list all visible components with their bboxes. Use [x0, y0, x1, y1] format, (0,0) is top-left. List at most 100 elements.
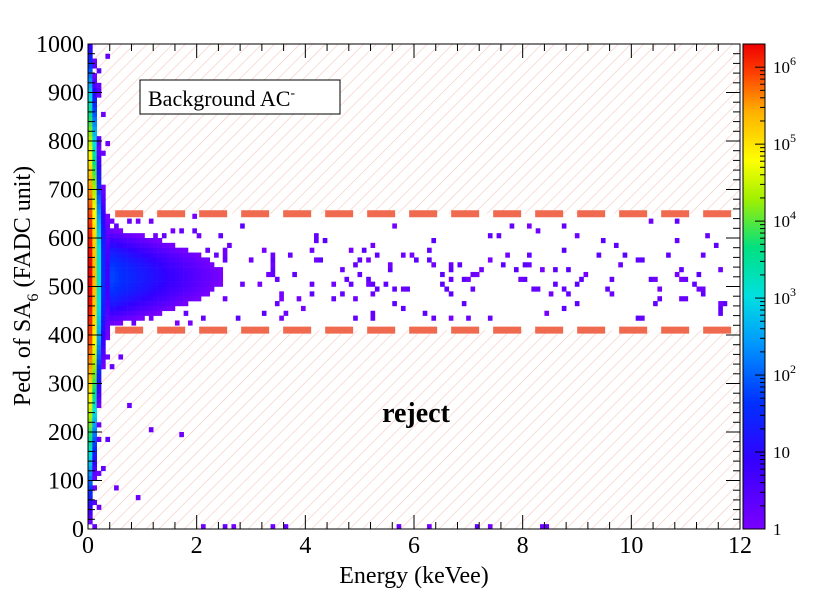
heatmap-cell [135, 238, 141, 244]
heatmap-cell [92, 97, 97, 103]
heatmap-cell [209, 271, 215, 278]
heatmap-cell [679, 267, 684, 273]
heatmap-cell [122, 296, 128, 302]
heatmap-cell [118, 267, 124, 273]
heatmap-cell [187, 267, 193, 273]
heatmap-cell [92, 184, 97, 190]
heatmap-cell [270, 267, 276, 273]
heatmap-cell [183, 301, 189, 307]
heatmap-cell [183, 286, 189, 292]
heatmap-cell [92, 116, 97, 122]
heatmap-cell [101, 233, 106, 239]
heatmap-cell [105, 53, 111, 59]
heatmap-cell [187, 276, 193, 282]
heatmap-cell [257, 281, 263, 287]
heatmap-cell [553, 281, 558, 287]
x-tick-label: 10 [619, 533, 643, 559]
heatmap-cell [179, 291, 184, 297]
heatmap-cell [101, 291, 106, 297]
heatmap-cell [696, 286, 702, 292]
heatmap-cell [122, 271, 128, 278]
heatmap-cell [92, 344, 97, 350]
heatmap-cell [96, 155, 102, 161]
heatmap-cell [92, 238, 97, 244]
heatmap-cell [179, 286, 184, 292]
heatmap-cell [118, 354, 124, 360]
heatmap-cell [122, 262, 128, 268]
heatmap-cell [148, 257, 154, 263]
heatmap-cell [92, 121, 97, 127]
heatmap-cell [101, 189, 106, 195]
heatmap-cell [366, 276, 371, 282]
heatmap-cell [718, 301, 723, 307]
heatmap-cell [101, 325, 106, 331]
heatmap-cell [183, 247, 189, 253]
heatmap-cell [92, 446, 97, 452]
heatmap-cell [118, 305, 124, 312]
heatmap-cell [374, 252, 380, 258]
heatmap-cell [148, 267, 154, 273]
axis-tick-labels: 0 2 4 6 8 10 12 0 100 200 300 400 500 600 700 800 900 100… [36, 32, 752, 559]
heatmap-cell [487, 257, 493, 263]
heatmap-cell [88, 344, 93, 350]
heatmap-cell [92, 320, 97, 326]
heatmap-cell [235, 315, 241, 321]
heatmap-cell [92, 335, 97, 341]
heatmap-cell [92, 267, 97, 273]
heatmap-cell [92, 213, 97, 219]
heatmap-cell [118, 320, 124, 326]
y-tick-label: 800 [48, 129, 84, 155]
heatmap-cell [431, 238, 437, 244]
heatmap-cell [109, 271, 115, 278]
heatmap-cell [101, 286, 106, 292]
y-axis-label: Ped. of SA6 (FADC unit) [10, 166, 42, 406]
heatmap-cell [105, 223, 111, 229]
heatmap-cell [196, 257, 202, 263]
heatmap-cell [135, 247, 141, 253]
heatmap-cell [96, 310, 102, 316]
heatmap-cell [348, 247, 354, 253]
heatmap-cell [122, 267, 128, 273]
heatmap-cell [144, 257, 150, 263]
heatmap-cell [657, 286, 663, 292]
heatmap-cell [140, 315, 145, 321]
heatmap-cell [161, 291, 167, 297]
heatmap-cell [88, 107, 93, 113]
heatmap-cell [331, 296, 337, 302]
heatmap-cell [161, 271, 167, 278]
heatmap-cell [114, 315, 119, 321]
heatmap-cell [92, 257, 97, 263]
heatmap-cell [88, 184, 93, 190]
heatmap-cell [127, 276, 132, 282]
heatmap-cell [640, 257, 645, 263]
heatmap-cell [92, 218, 97, 224]
heatmap-cell [88, 475, 93, 481]
heatmap-cell [92, 150, 97, 156]
heatmap-cell [101, 194, 106, 200]
heatmap-cell [92, 111, 97, 118]
heatmap-cell [96, 247, 102, 253]
heatmap-cell [174, 262, 180, 268]
heatmap-cell [88, 131, 93, 137]
heatmap-cell [92, 63, 97, 69]
heatmap-cell [105, 271, 111, 278]
heatmap-cell [101, 330, 106, 336]
heatmap-cell [135, 276, 141, 282]
heatmap-cell [92, 388, 97, 394]
heatmap-cell [92, 160, 97, 166]
heatmap-cell [92, 276, 97, 282]
heatmap-cell [157, 281, 163, 287]
heatmap-cell [648, 218, 654, 224]
heatmap-cell [88, 359, 93, 365]
heatmap-cell [101, 344, 106, 350]
heatmap-cell [88, 68, 93, 74]
heatmap-cell [201, 262, 206, 268]
heatmap-cell [209, 281, 215, 287]
heatmap-cell [88, 92, 93, 98]
heatmap-cell [448, 262, 454, 268]
heatmap-cell [88, 233, 93, 239]
heatmap-cell [101, 262, 106, 268]
x-tick-label: 12 [728, 533, 752, 559]
heatmap-cell [161, 301, 167, 307]
